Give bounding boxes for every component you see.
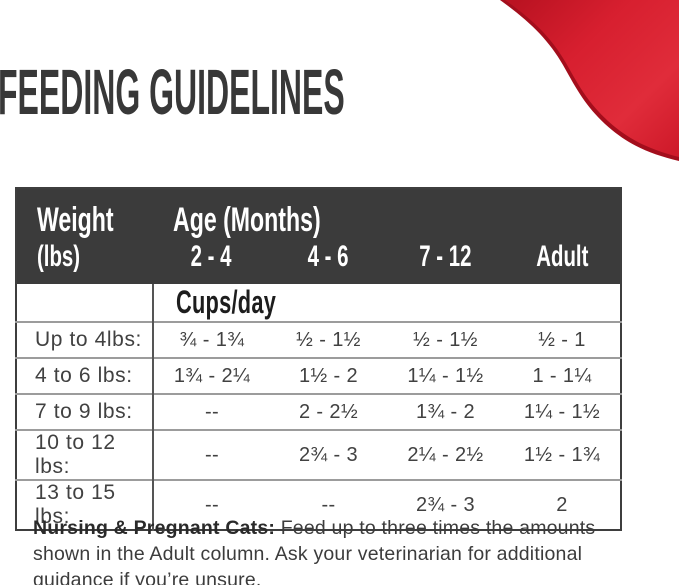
cups-value: 2¾ - 3 — [387, 480, 504, 530]
cups-value: 1¾ - 2¼ — [153, 358, 270, 394]
cups-value: 2 — [504, 480, 621, 530]
weight-unit-label: (lbs) — [37, 240, 81, 273]
cups-value: 1½ - 2 — [270, 358, 387, 394]
age-column-label: 2 - 4 — [191, 240, 232, 273]
weight-range-label: 13 to 15 lbs: — [16, 480, 154, 530]
cups-value: -- — [153, 480, 270, 530]
nursing-pregnant-note: Nursing & Pregnant Cats: Feed up to thre… — [33, 516, 629, 585]
cups-value: ½ - 1½ — [270, 322, 387, 358]
cups-value: ½ - 1½ — [387, 322, 504, 358]
units-cell: Cups/day — [153, 284, 621, 322]
cups-value: 1¼ - 1½ — [504, 394, 621, 430]
age-column-4-6: 4 - 6 — [270, 240, 387, 284]
table-row: 7 to 9 lbs: -- 2 - 2½ 1¾ - 2 1¼ - 1½ — [16, 394, 621, 430]
weight-unit-cell: (lbs) — [16, 240, 153, 284]
table-header: Weight Age (Months) (lbs) 2 - 4 4 - 6 7 … — [16, 188, 621, 284]
page-title-text: FEEDING GUIDELINES — [0, 56, 345, 128]
cups-value: 1¼ - 1½ — [387, 358, 504, 394]
note-body-text: Feed up to three times the amounts shown… — [33, 517, 596, 585]
header-row-columns: (lbs) 2 - 4 4 - 6 7 - 12 Adult — [16, 240, 621, 284]
table-row: Up to 4lbs: ¾ - 1¾ ½ - 1½ ½ - 1½ ½ - 1 — [16, 322, 621, 358]
units-row-empty-cell — [16, 284, 154, 322]
table-body: Cups/day Up to 4lbs: ¾ - 1¾ ½ - 1½ ½ - 1… — [16, 284, 621, 530]
weight-range-label: 7 to 9 lbs: — [16, 394, 154, 430]
weight-range-label: 4 to 6 lbs: — [16, 358, 154, 394]
cups-value: -- — [153, 430, 270, 480]
page-title: FEEDING GUIDELINES — [0, 60, 679, 124]
header-row-groups: Weight Age (Months) — [16, 188, 621, 240]
weight-header-cell: Weight — [16, 188, 153, 240]
units-label: Cups/day — [176, 284, 277, 320]
cups-value: ½ - 1 — [504, 322, 621, 358]
feeding-guidelines-table: Weight Age (Months) (lbs) 2 - 4 4 - 6 7 … — [15, 187, 622, 531]
cups-value: -- — [270, 480, 387, 530]
note-lead-in: Nursing & Pregnant Cats: — [33, 517, 276, 539]
age-column-label: Adult — [535, 240, 589, 273]
weight-range-label: Up to 4lbs: — [16, 322, 154, 358]
cups-value: 1 - 1¼ — [504, 358, 621, 394]
table-row: 13 to 15 lbs: -- -- 2¾ - 3 2 — [16, 480, 621, 530]
units-row: Cups/day — [16, 284, 621, 322]
age-column-7-12: 7 - 12 — [387, 240, 504, 284]
weight-range-label: 10 to 12 lbs: — [16, 430, 154, 480]
table-row: 10 to 12 lbs: -- 2¾ - 3 2¼ - 2½ 1½ - 1¾ — [16, 430, 621, 480]
cups-value: 1¾ - 2 — [387, 394, 504, 430]
cups-value: 2¼ - 2½ — [387, 430, 504, 480]
weight-header-label: Weight — [37, 201, 114, 239]
cups-value: 2 - 2½ — [270, 394, 387, 430]
cups-value: 2¾ - 3 — [270, 430, 387, 480]
age-column-adult: Adult — [504, 240, 621, 284]
age-header-label: Age (Months) — [173, 201, 321, 239]
table-row: 4 to 6 lbs: 1¾ - 2¼ 1½ - 2 1¼ - 1½ 1 - 1… — [16, 358, 621, 394]
cups-value: ¾ - 1¾ — [153, 322, 270, 358]
age-column-label: 7 - 12 — [419, 240, 472, 273]
age-column-2-4: 2 - 4 — [153, 240, 270, 284]
age-header-cell: Age (Months) — [153, 188, 621, 240]
cups-value: -- — [153, 394, 270, 430]
cups-value: 1½ - 1¾ — [504, 430, 621, 480]
age-column-label: 4 - 6 — [308, 240, 349, 273]
